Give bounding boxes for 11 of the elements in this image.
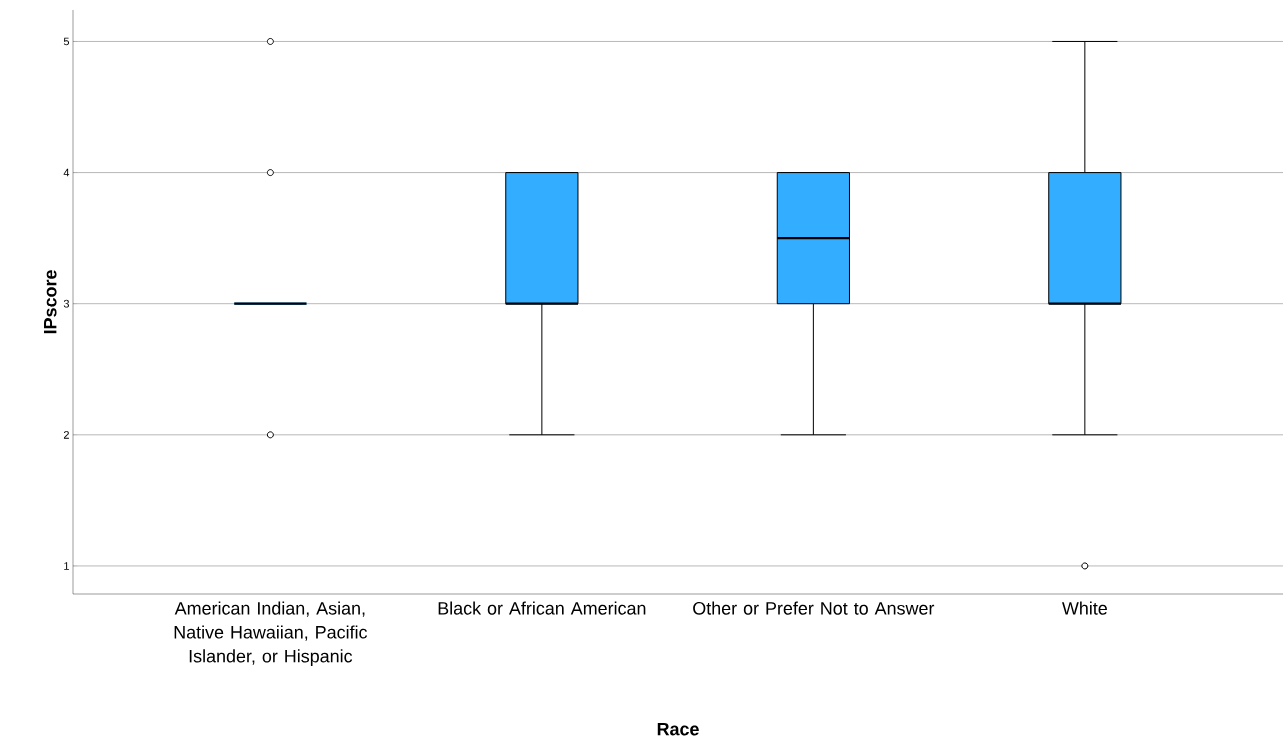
x-tick-label: White (1062, 601, 1107, 615)
x-axis-title: Race (657, 722, 699, 736)
y-tick-label: 4 (63, 168, 70, 177)
y-tick-label: 2 (63, 431, 69, 439)
x-tick-label: American Indian, Asian, Native Hawaiian, Pacific Islander, or Hispanic (174, 601, 368, 667)
x-tick-label: Black or African American (438, 601, 646, 615)
y-tick-label: 5 (63, 37, 70, 46)
y-tick-label: 1 (64, 562, 69, 570)
y-tick-label: 3 (63, 299, 69, 308)
y-axis-title: IPscore (44, 270, 57, 334)
x-tick-label: Other or Prefer Not to Answer (693, 601, 935, 615)
